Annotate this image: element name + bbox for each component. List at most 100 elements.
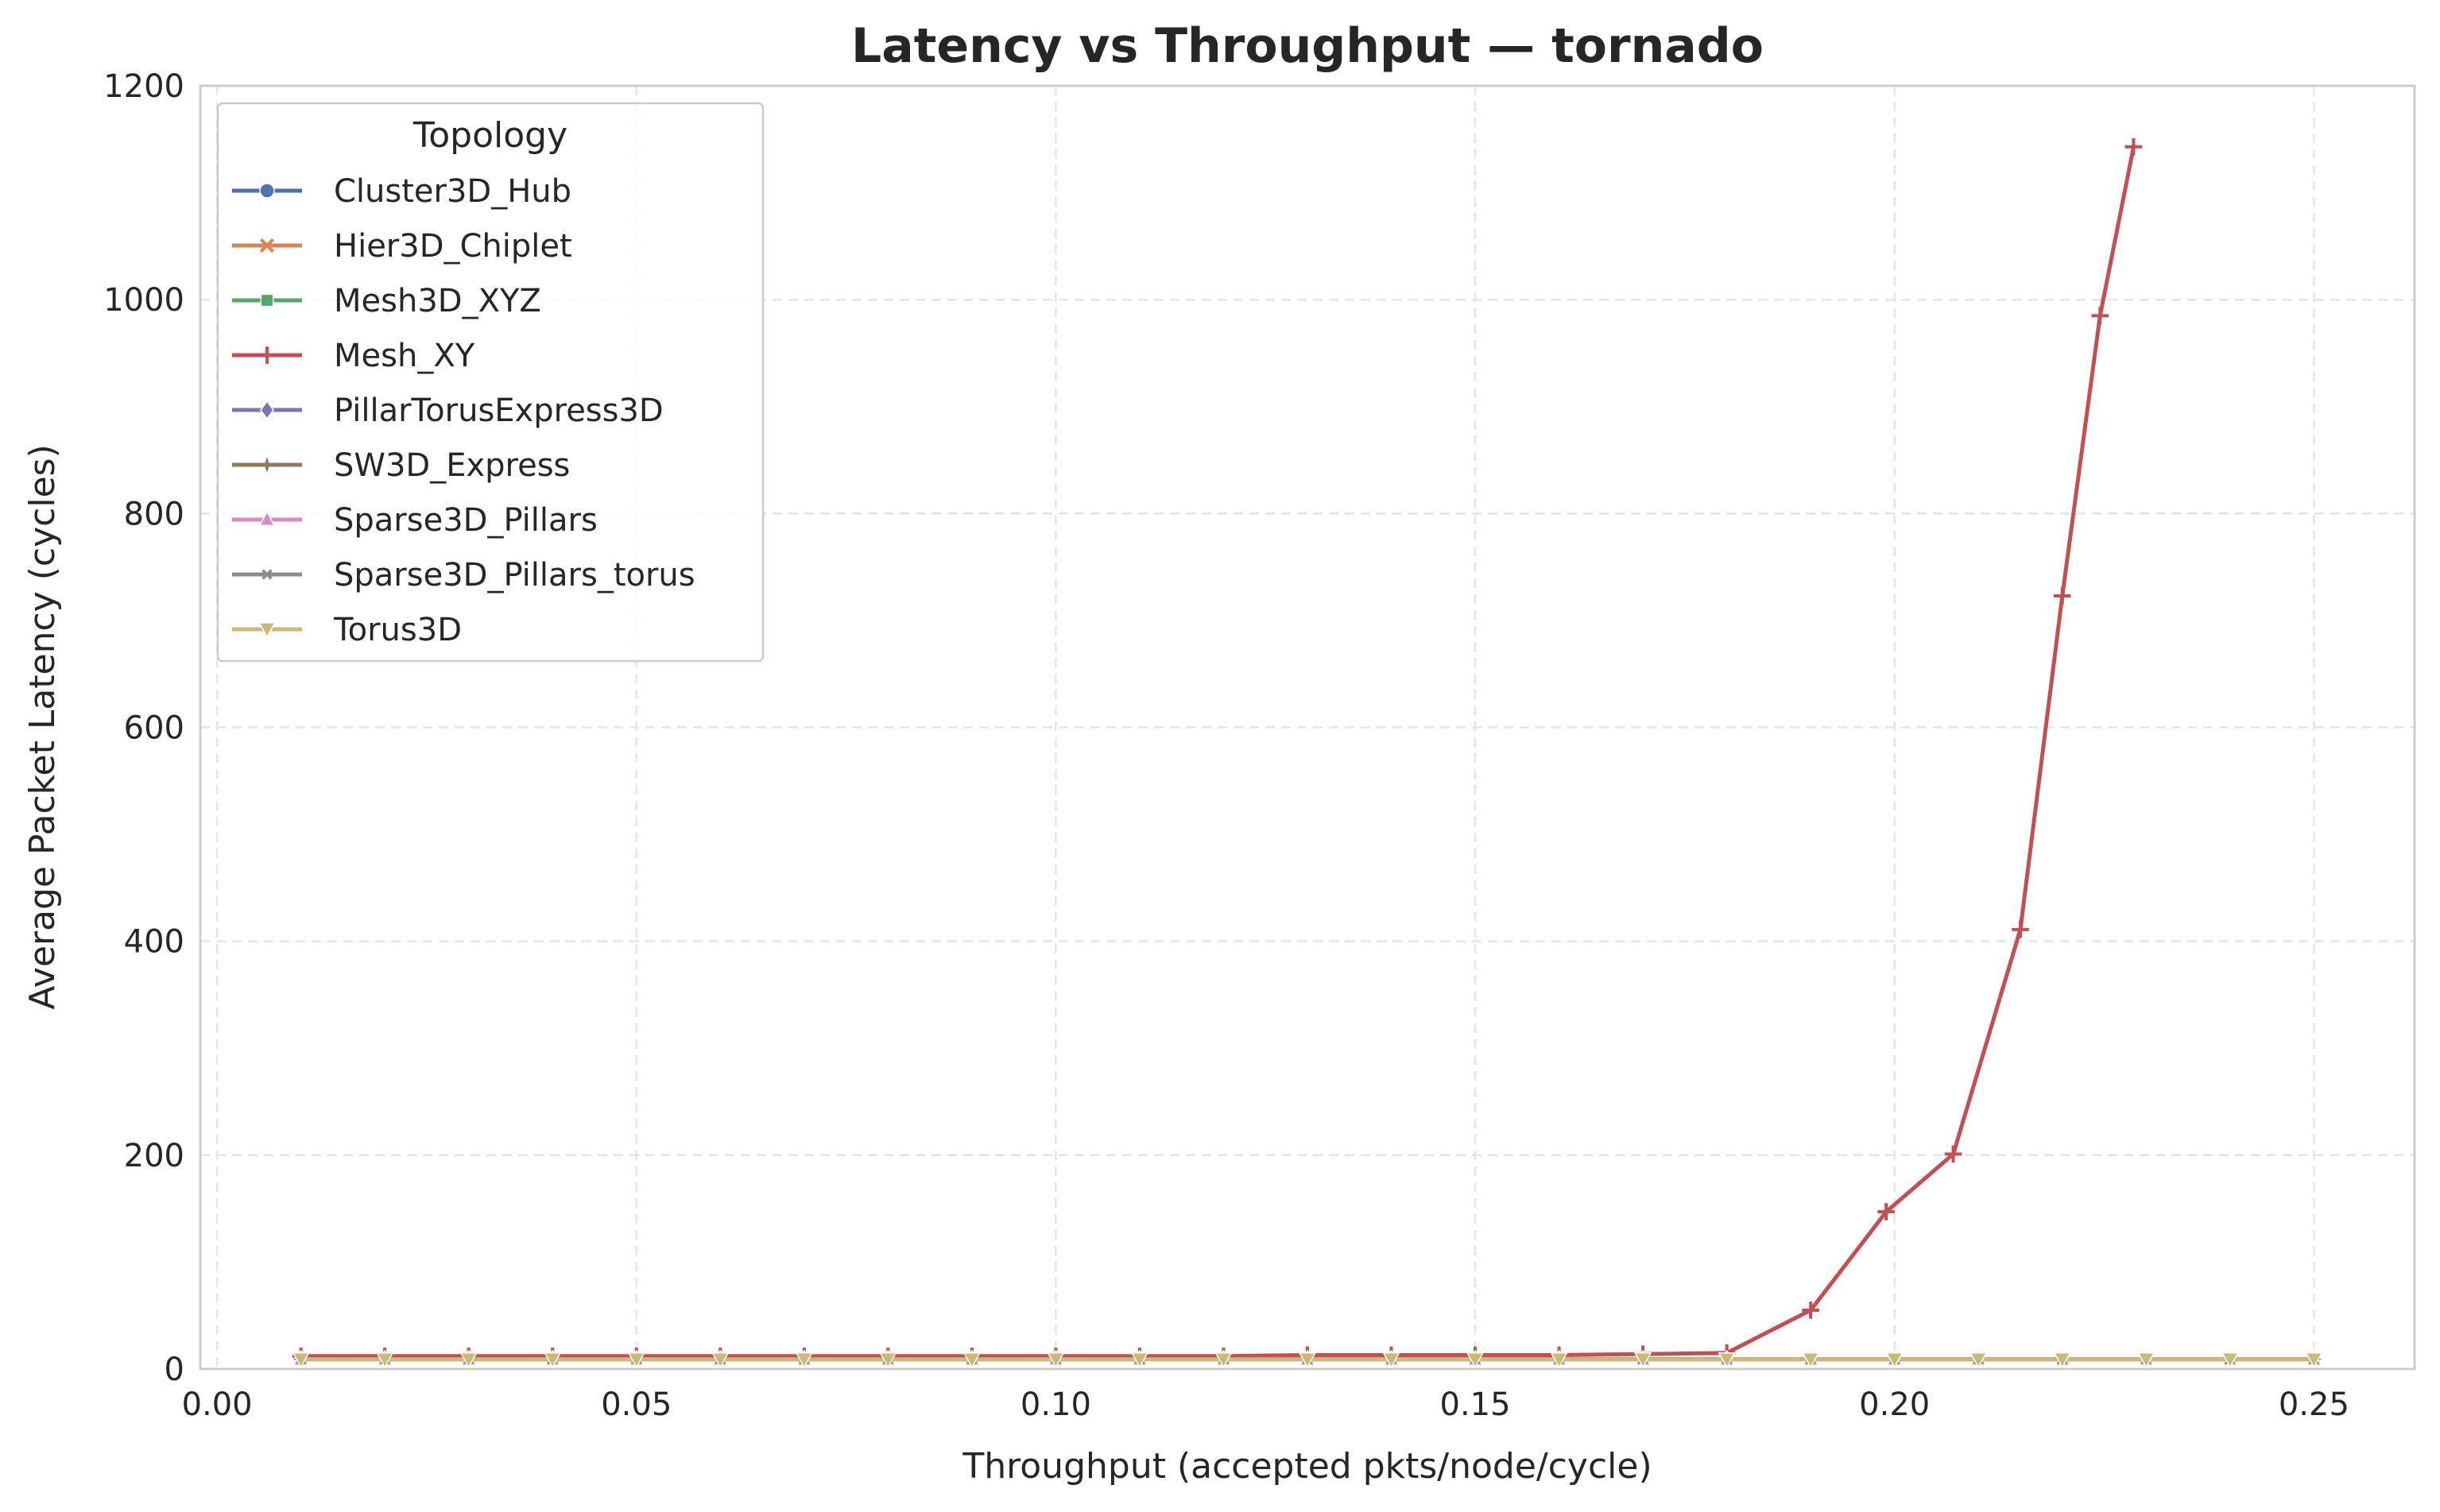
data-point-torus3d-shape	[1382, 1352, 1400, 1369]
data-point-torus3d	[1466, 1352, 1485, 1369]
data-point-mesh-xy	[1944, 1145, 1962, 1163]
data-point-torus3d-shape	[1466, 1352, 1485, 1369]
legend-marker-sw3d-express-shape	[259, 457, 275, 473]
x-tick-label: 0.20	[1859, 1386, 1930, 1423]
legend-marker-cluster3d-hub-shape	[259, 183, 275, 199]
legend-marker-cluster3d-hub	[259, 183, 275, 199]
legend-label: Hier3D_Chiplet	[334, 228, 572, 265]
data-point-torus3d-shape	[1214, 1352, 1233, 1369]
data-point-torus3d-shape	[627, 1352, 645, 1369]
series-torus3d	[292, 1352, 2323, 1369]
x-tick-label: 0.10	[1021, 1386, 1091, 1423]
legend-label: Cluster3D_Hub	[334, 173, 571, 210]
data-point-mesh-xy	[2053, 587, 2071, 605]
data-point-mesh-xy	[2012, 921, 2029, 938]
data-point-torus3d	[1382, 1352, 1400, 1369]
data-point-torus3d	[2053, 1352, 2071, 1369]
data-point-torus3d-shape	[1047, 1352, 1065, 1369]
legend-label: PillarTorusExpress3D	[334, 393, 664, 429]
legend-label: Torus3D	[333, 612, 462, 648]
data-point-torus3d-shape	[879, 1352, 897, 1369]
legend-marker-hier3d-chiplet	[259, 238, 275, 253]
legend-marker-mesh3d-xyz-shape	[260, 293, 274, 307]
data-point-torus3d-shape	[2053, 1352, 2071, 1369]
y-tick-label: 1000	[103, 282, 184, 319]
y-tick-label: 1200	[103, 68, 184, 105]
y-tick-label: 0	[165, 1352, 184, 1388]
legend-label: SW3D_Express	[334, 447, 570, 484]
data-point-torus3d	[711, 1352, 730, 1369]
x-ticks: 0.00 0.05 0.10 0.15 0.20 0.25	[182, 1386, 2349, 1423]
data-point-torus3d-shape	[1550, 1352, 1568, 1369]
legend: Topology Cluster3D_Hub Hier3D_Chiplet Mesh…	[216, 102, 765, 663]
data-point-torus3d	[627, 1352, 645, 1369]
x-tick-label: 0.00	[182, 1386, 253, 1423]
x-tick-label: 0.05	[601, 1386, 672, 1423]
data-point-torus3d-shape	[2137, 1352, 2155, 1369]
legend-item-hier3d-chiplet: Hier3D_Chiplet	[232, 228, 572, 265]
legend-marker-sparse3d-pillars	[258, 510, 276, 526]
data-point-torus3d	[375, 1352, 394, 1369]
legend-marker-sw3d-express	[259, 457, 275, 473]
legend-marker-mesh3d-xyz	[260, 293, 274, 307]
data-point-torus3d-shape	[375, 1352, 394, 1369]
data-point-torus3d-shape	[1130, 1352, 1149, 1369]
legend-item-torus3d: Torus3D	[232, 612, 462, 648]
legend-item-cluster3d-hub: Cluster3D_Hub	[232, 173, 571, 210]
data-point-torus3d	[795, 1352, 813, 1369]
data-point-mesh-xy	[2091, 307, 2109, 325]
data-point-torus3d	[1633, 1352, 1652, 1369]
y-tick-label: 800	[124, 496, 184, 532]
legend-title: Topology	[412, 115, 567, 156]
legend-label: Mesh3D_XYZ	[334, 283, 541, 319]
legend-box	[216, 102, 765, 663]
legend-item-sparse3d-pillars: Sparse3D_Pillars	[232, 502, 598, 539]
x-tick-label: 0.25	[2279, 1386, 2349, 1423]
legend-label: Mesh_XY	[334, 338, 475, 374]
legend-marker-torus3d-shape	[258, 622, 277, 639]
data-point-torus3d	[1047, 1352, 1065, 1369]
legend-item-mesh-xy: Mesh_XY	[232, 338, 475, 374]
data-point-torus3d	[1214, 1352, 1233, 1369]
legend-item-pillartorusexpress3d: PillarTorusExpress3D	[232, 393, 664, 429]
data-point-torus3d-shape	[2221, 1352, 2240, 1369]
legend-item-mesh3d-xyz: Mesh3D_XYZ	[232, 283, 541, 319]
legend-item-sparse3d-pillars-torus: Sparse3D_Pillars_torus	[232, 557, 695, 594]
data-point-torus3d-shape	[1885, 1352, 1904, 1369]
legend-label: Sparse3D_Pillars	[334, 502, 598, 539]
data-point-torus3d-shape	[1718, 1352, 1736, 1369]
data-point-torus3d-shape	[1802, 1352, 1820, 1369]
data-point-torus3d-shape	[292, 1352, 310, 1369]
data-point-torus3d	[292, 1352, 310, 1369]
legend-marker-hier3d-chiplet-shape	[259, 238, 275, 253]
data-point-mesh-xy	[1877, 1203, 1895, 1220]
data-point-torus3d-shape	[459, 1352, 478, 1369]
legend-marker-pillartorusexpress3d-shape	[259, 400, 275, 420]
plot-frame	[199, 84, 2416, 1371]
y-tick-label: 400	[124, 924, 184, 961]
y-tick-label: 200	[124, 1138, 184, 1174]
data-point-torus3d	[1969, 1352, 1988, 1369]
legend-label: Sparse3D_Pillars_torus	[334, 557, 695, 594]
data-point-mesh-xy	[2124, 137, 2143, 156]
x-tick-label: 0.15	[1440, 1386, 1511, 1423]
data-point-torus3d	[2305, 1352, 2323, 1369]
data-point-torus3d-shape	[2305, 1352, 2323, 1369]
data-point-torus3d-shape	[1969, 1352, 1988, 1369]
legend-marker-torus3d	[258, 622, 277, 639]
legend-marker-sparse3d-pillars-torus-shape	[261, 569, 273, 580]
legend-marker-mesh-xy	[258, 346, 276, 364]
data-point-torus3d	[2137, 1352, 2155, 1369]
legend-marker-pillartorusexpress3d	[259, 400, 275, 420]
data-point-torus3d-shape	[962, 1352, 982, 1369]
chart-title: Latency vs Throughput — tornado	[851, 18, 1764, 74]
data-point-mesh-xy	[1802, 1301, 1819, 1319]
data-point-torus3d-shape	[1633, 1352, 1652, 1369]
data-point-torus3d	[962, 1352, 982, 1369]
data-point-torus3d	[879, 1352, 897, 1369]
data-point-torus3d-shape	[711, 1352, 730, 1369]
y-ticks: 0 200 400 600 800 1000 1200	[103, 68, 184, 1388]
data-point-torus3d-shape	[1298, 1352, 1317, 1369]
y-tick-label: 600	[124, 710, 184, 747]
data-point-torus3d	[2221, 1352, 2240, 1369]
